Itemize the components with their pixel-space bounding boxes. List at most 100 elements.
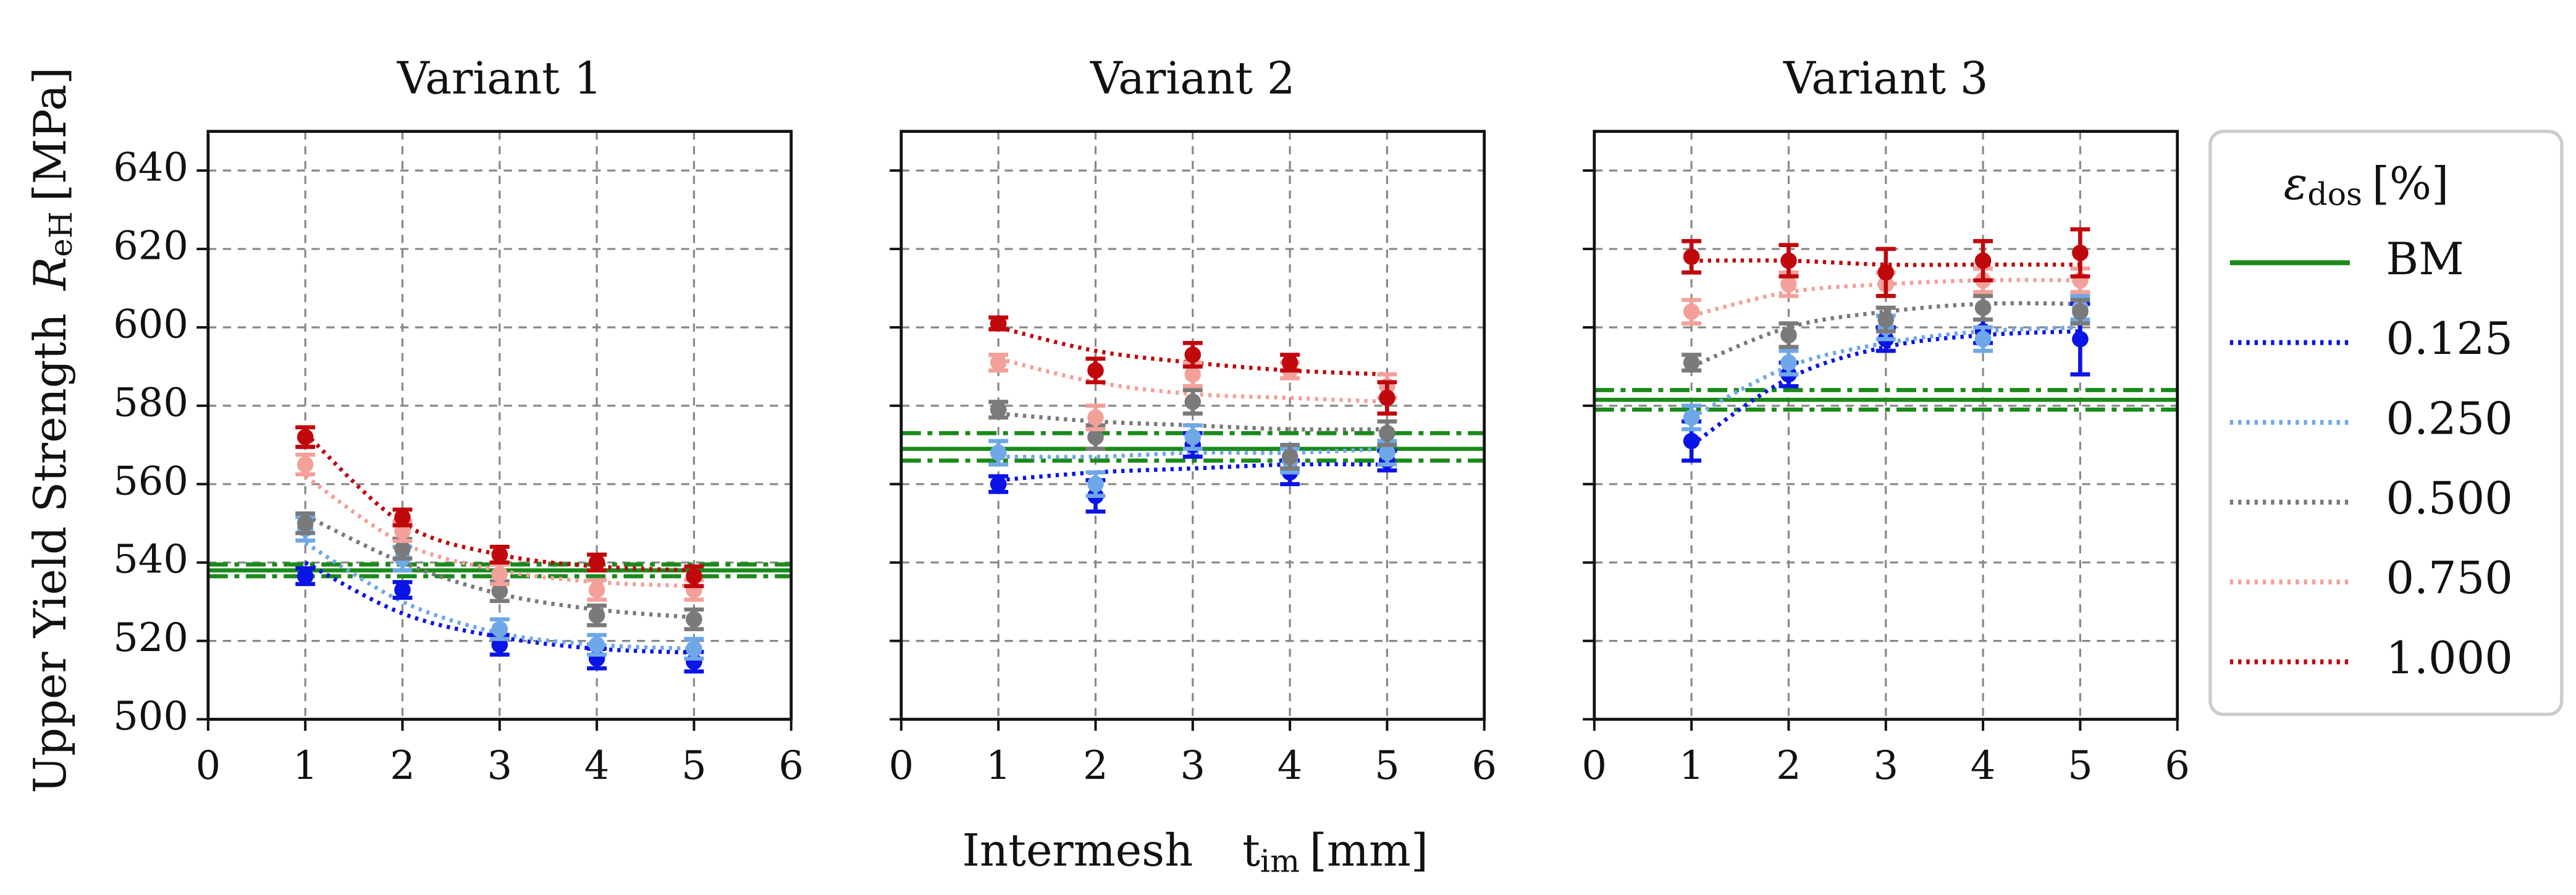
data-point [1184, 347, 1202, 363]
y-tick-label: 520 [113, 615, 188, 661]
fit-curve [304, 474, 694, 589]
data-point [1780, 354, 1797, 371]
legend-label: 0.750 [2386, 552, 2512, 604]
data-point [1683, 432, 1700, 450]
x-tick-label: 5 [1374, 743, 1400, 789]
data-point [1877, 264, 1895, 281]
x-tick-label: 3 [1873, 743, 1898, 789]
data-point [1780, 252, 1797, 269]
data-point [297, 429, 314, 445]
data-point [1087, 362, 1104, 379]
legend-label: 0.250 [2386, 392, 2512, 444]
x-tick-label: 4 [1971, 743, 1996, 789]
data-point [491, 566, 508, 583]
legend-title: εdos [%] [2284, 158, 2449, 212]
data-point [297, 456, 314, 473]
data-point [1087, 409, 1104, 426]
fit-curve [1690, 329, 2081, 447]
data-point [990, 444, 1007, 461]
x-tick-label: 2 [1083, 743, 1108, 789]
subplot-title: Variant 1 [397, 52, 602, 104]
x-tick-label: 2 [1776, 743, 1801, 789]
data-point [686, 611, 702, 628]
data-point [1683, 354, 1700, 371]
data-point [990, 401, 1007, 418]
data-point [1379, 389, 1395, 406]
legend-label: BM [2386, 233, 2464, 285]
legend-label: 0.125 [2386, 313, 2512, 364]
x-tick-label: 1 [1679, 743, 1704, 789]
data-point [588, 607, 605, 624]
data-point [1184, 366, 1202, 383]
x-tick-label: 2 [390, 743, 415, 789]
data-point [2072, 330, 2089, 348]
x-axis-label: Intermesh tim [mm] [962, 824, 1428, 879]
data-point [2072, 303, 2089, 320]
y-tick-label: 640 [113, 145, 188, 191]
legend-label: 0.500 [2386, 473, 2512, 524]
x-tick-label: 4 [584, 743, 610, 789]
data-point [990, 476, 1007, 493]
axes-frame [899, 130, 1486, 721]
data-point [297, 515, 314, 532]
data-point [491, 546, 508, 563]
data-point [1780, 275, 1797, 293]
data-point [1974, 299, 1992, 316]
data-point [1683, 248, 1700, 266]
x-tick-label: 0 [196, 743, 221, 789]
data-point [1974, 252, 1992, 269]
x-tick-label: 1 [986, 743, 1011, 789]
data-point [588, 581, 605, 599]
data-point [686, 568, 702, 585]
data-point [1087, 429, 1104, 445]
data-point [1087, 476, 1104, 493]
x-tick-label: 4 [1277, 743, 1303, 789]
y-tick-label: 600 [113, 301, 188, 347]
legend-box [2208, 130, 2564, 716]
x-tick-label: 0 [1582, 743, 1607, 789]
x-tick-label: 6 [2165, 743, 2190, 789]
data-point [394, 509, 411, 526]
data-point [1683, 303, 1700, 320]
data-point [686, 641, 702, 657]
x-tick-label: 5 [2068, 743, 2093, 789]
data-point [2072, 245, 2089, 261]
y-tick-label: 580 [113, 380, 188, 426]
y-tick-label: 620 [113, 224, 188, 269]
data-point [990, 315, 1007, 332]
data-point [491, 582, 508, 600]
data-point [1281, 448, 1299, 465]
data-point [1877, 311, 1895, 328]
x-tick-label: 3 [487, 743, 513, 789]
y-axis-label: Upper Yield StrengthReH[MPa] [23, 67, 78, 794]
data-point [1281, 354, 1299, 371]
data-point [1379, 425, 1395, 442]
data-point [990, 354, 1007, 371]
subplot-title: Variant 2 [1090, 52, 1295, 104]
subplot-title: Variant 3 [1783, 52, 1989, 104]
fit-curve [1690, 325, 2081, 419]
y-tick-label: 540 [113, 537, 188, 582]
data-point [1184, 393, 1202, 410]
x-tick-label: 6 [1471, 743, 1497, 789]
data-point [1379, 444, 1395, 461]
x-tick-label: 0 [889, 743, 914, 789]
fit-curve [304, 560, 694, 655]
data-point [1683, 409, 1700, 426]
data-point [1184, 429, 1202, 445]
data-point [491, 621, 508, 637]
axes-frame [1593, 130, 2179, 721]
data-point [1974, 330, 1992, 348]
x-tick-label: 6 [778, 743, 804, 789]
data-point [1780, 327, 1797, 343]
fit-curve [304, 513, 694, 620]
legend-label: 1.000 [2386, 632, 2512, 684]
x-tick-label: 3 [1180, 743, 1205, 789]
x-tick-label: 5 [681, 743, 707, 789]
y-tick-label: 560 [113, 458, 188, 504]
data-point [588, 636, 605, 653]
data-point [394, 540, 411, 557]
axes-frame [206, 130, 793, 721]
data-point [394, 581, 411, 599]
